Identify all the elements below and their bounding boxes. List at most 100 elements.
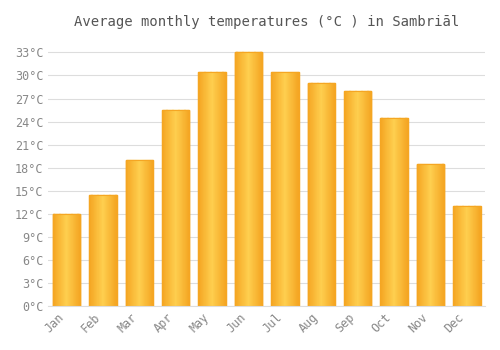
Bar	[422, 164, 423, 306]
Bar	[332, 83, 334, 306]
Bar	[330, 83, 331, 306]
Bar	[167, 110, 168, 306]
Bar	[249, 52, 250, 306]
Bar	[380, 118, 407, 306]
Bar	[461, 206, 462, 306]
Bar	[383, 118, 384, 306]
Bar	[187, 110, 188, 306]
Bar	[132, 160, 133, 306]
Bar	[458, 206, 459, 306]
Bar	[366, 91, 367, 306]
Bar	[199, 72, 200, 306]
Bar	[313, 83, 314, 306]
Bar	[188, 110, 189, 306]
Bar	[59, 214, 60, 306]
Bar	[430, 164, 431, 306]
Bar	[426, 164, 427, 306]
Bar	[66, 214, 67, 306]
Bar	[271, 72, 272, 306]
Bar	[404, 118, 405, 306]
Bar	[244, 52, 246, 306]
Bar	[329, 83, 330, 306]
Bar	[113, 195, 114, 306]
Bar	[79, 214, 80, 306]
Bar	[212, 72, 214, 306]
Bar	[367, 91, 368, 306]
Bar	[242, 52, 243, 306]
Bar	[74, 214, 75, 306]
Bar	[254, 52, 255, 306]
Bar	[280, 72, 281, 306]
Bar	[53, 214, 80, 306]
Bar	[185, 110, 186, 306]
Bar	[316, 83, 317, 306]
Bar	[61, 214, 62, 306]
Bar	[360, 91, 361, 306]
Bar	[68, 214, 69, 306]
Bar	[143, 160, 144, 306]
Bar	[60, 214, 61, 306]
Bar	[136, 160, 137, 306]
Bar	[364, 91, 365, 306]
Bar	[346, 91, 347, 306]
Bar	[148, 160, 149, 306]
Bar	[209, 72, 210, 306]
Bar	[238, 52, 240, 306]
Bar	[90, 195, 91, 306]
Bar	[323, 83, 324, 306]
Bar	[314, 83, 316, 306]
Bar	[475, 206, 476, 306]
Bar	[357, 91, 358, 306]
Bar	[391, 118, 392, 306]
Bar	[282, 72, 283, 306]
Bar	[62, 214, 63, 306]
Bar	[149, 160, 150, 306]
Bar	[253, 52, 254, 306]
Bar	[356, 91, 357, 306]
Bar	[94, 195, 95, 306]
Bar	[215, 72, 216, 306]
Bar	[477, 206, 478, 306]
Bar	[134, 160, 135, 306]
Bar	[308, 83, 335, 306]
Bar	[99, 195, 100, 306]
Bar	[466, 206, 467, 306]
Bar	[74, 214, 76, 306]
Bar	[98, 195, 99, 306]
Bar	[178, 110, 179, 306]
Bar	[479, 206, 480, 306]
Bar	[291, 72, 292, 306]
Bar	[294, 72, 295, 306]
Bar	[110, 195, 111, 306]
Bar	[246, 52, 247, 306]
Bar	[131, 160, 132, 306]
Bar	[137, 160, 138, 306]
Bar	[140, 160, 141, 306]
Bar	[272, 72, 273, 306]
Bar	[259, 52, 260, 306]
Bar	[126, 160, 127, 306]
Bar	[320, 83, 321, 306]
Bar	[277, 72, 278, 306]
Bar	[402, 118, 403, 306]
Bar	[219, 72, 220, 306]
Bar	[474, 206, 475, 306]
Bar	[396, 118, 397, 306]
Bar	[255, 52, 256, 306]
Bar	[103, 195, 104, 306]
Bar	[389, 118, 390, 306]
Bar	[289, 72, 290, 306]
Bar	[368, 91, 369, 306]
Bar	[311, 83, 312, 306]
Bar	[175, 110, 176, 306]
Bar	[114, 195, 115, 306]
Bar	[435, 164, 436, 306]
Bar	[64, 214, 65, 306]
Bar	[152, 160, 153, 306]
Bar	[90, 195, 117, 306]
Bar	[312, 83, 313, 306]
Bar	[101, 195, 102, 306]
Bar	[142, 160, 143, 306]
Bar	[243, 52, 244, 306]
Bar	[400, 118, 401, 306]
